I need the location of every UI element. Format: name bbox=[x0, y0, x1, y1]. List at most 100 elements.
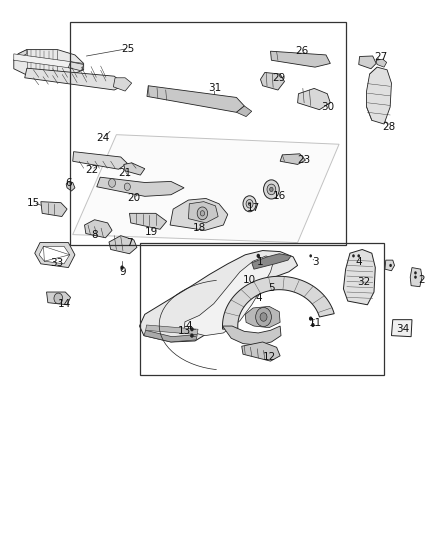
Text: 22: 22 bbox=[85, 165, 98, 175]
Polygon shape bbox=[223, 326, 281, 345]
Text: 21: 21 bbox=[119, 168, 132, 179]
Text: 15: 15 bbox=[27, 198, 40, 208]
Polygon shape bbox=[41, 201, 67, 216]
Text: 9: 9 bbox=[120, 267, 126, 277]
Polygon shape bbox=[252, 254, 291, 269]
Circle shape bbox=[267, 184, 276, 195]
Polygon shape bbox=[392, 320, 412, 337]
Polygon shape bbox=[245, 306, 280, 328]
Text: 4: 4 bbox=[185, 321, 192, 331]
Text: 13: 13 bbox=[177, 326, 191, 336]
Circle shape bbox=[309, 254, 312, 257]
Circle shape bbox=[311, 323, 314, 327]
Polygon shape bbox=[376, 59, 387, 67]
Text: 11: 11 bbox=[308, 318, 321, 328]
Text: 6: 6 bbox=[65, 177, 72, 188]
Text: 19: 19 bbox=[145, 227, 158, 237]
Polygon shape bbox=[140, 251, 297, 342]
Text: 16: 16 bbox=[272, 191, 286, 201]
Circle shape bbox=[260, 313, 267, 321]
Polygon shape bbox=[14, 54, 84, 70]
Polygon shape bbox=[261, 72, 285, 90]
Text: 34: 34 bbox=[396, 324, 409, 334]
Circle shape bbox=[190, 334, 194, 338]
Text: 23: 23 bbox=[297, 155, 311, 165]
Text: 8: 8 bbox=[91, 230, 98, 240]
Polygon shape bbox=[280, 154, 305, 165]
Circle shape bbox=[352, 254, 355, 257]
Circle shape bbox=[109, 179, 116, 187]
Text: 4: 4 bbox=[255, 293, 261, 303]
Polygon shape bbox=[297, 88, 330, 110]
Polygon shape bbox=[73, 152, 127, 169]
Polygon shape bbox=[85, 220, 112, 238]
Polygon shape bbox=[223, 276, 334, 329]
Polygon shape bbox=[113, 78, 132, 91]
Text: 31: 31 bbox=[208, 83, 221, 93]
Polygon shape bbox=[367, 67, 392, 124]
Circle shape bbox=[414, 271, 417, 274]
Circle shape bbox=[389, 264, 392, 267]
Circle shape bbox=[197, 207, 208, 220]
Circle shape bbox=[243, 196, 256, 212]
Polygon shape bbox=[184, 256, 274, 336]
Text: 29: 29 bbox=[272, 73, 286, 83]
Text: 1: 1 bbox=[257, 257, 264, 267]
Polygon shape bbox=[242, 342, 280, 361]
Polygon shape bbox=[46, 292, 71, 305]
Polygon shape bbox=[144, 330, 197, 342]
Polygon shape bbox=[25, 68, 125, 90]
Polygon shape bbox=[68, 62, 84, 71]
Circle shape bbox=[256, 308, 272, 327]
Bar bbox=[140, 243, 384, 375]
Polygon shape bbox=[359, 56, 376, 69]
Polygon shape bbox=[410, 268, 422, 287]
Circle shape bbox=[54, 293, 63, 304]
Text: 32: 32 bbox=[357, 278, 371, 287]
Text: 20: 20 bbox=[127, 193, 141, 204]
Text: 3: 3 bbox=[312, 257, 318, 267]
Text: 2: 2 bbox=[419, 275, 425, 285]
Circle shape bbox=[120, 265, 124, 270]
Text: 7: 7 bbox=[126, 238, 133, 247]
Text: 12: 12 bbox=[263, 352, 276, 362]
Bar bbox=[70, 22, 346, 245]
Text: 14: 14 bbox=[57, 298, 71, 309]
Circle shape bbox=[357, 254, 360, 257]
Polygon shape bbox=[271, 51, 330, 67]
Circle shape bbox=[309, 317, 312, 321]
Text: 27: 27 bbox=[374, 52, 387, 61]
Text: 26: 26 bbox=[295, 46, 309, 56]
Text: 25: 25 bbox=[122, 44, 135, 53]
Text: 17: 17 bbox=[247, 203, 261, 213]
Polygon shape bbox=[147, 86, 244, 112]
Polygon shape bbox=[109, 236, 137, 254]
Circle shape bbox=[257, 254, 260, 258]
Circle shape bbox=[200, 211, 205, 216]
Circle shape bbox=[248, 202, 251, 205]
Text: 18: 18 bbox=[193, 223, 206, 233]
Circle shape bbox=[124, 183, 131, 190]
Text: 33: 33 bbox=[50, 258, 63, 268]
Polygon shape bbox=[73, 135, 339, 243]
Circle shape bbox=[270, 187, 273, 191]
Polygon shape bbox=[14, 50, 27, 60]
Text: 30: 30 bbox=[321, 102, 335, 112]
Polygon shape bbox=[35, 243, 75, 268]
Text: 5: 5 bbox=[268, 283, 275, 293]
Polygon shape bbox=[343, 249, 375, 305]
Text: 24: 24 bbox=[97, 133, 110, 143]
Polygon shape bbox=[124, 163, 145, 175]
Polygon shape bbox=[170, 198, 228, 230]
Text: 10: 10 bbox=[243, 275, 256, 285]
Polygon shape bbox=[188, 201, 218, 223]
Circle shape bbox=[264, 180, 279, 199]
Circle shape bbox=[414, 276, 417, 279]
Circle shape bbox=[246, 199, 253, 208]
Text: 28: 28 bbox=[383, 122, 396, 132]
Polygon shape bbox=[130, 213, 166, 229]
Polygon shape bbox=[66, 181, 75, 191]
Polygon shape bbox=[146, 325, 198, 335]
Polygon shape bbox=[14, 50, 84, 75]
Polygon shape bbox=[237, 106, 252, 117]
